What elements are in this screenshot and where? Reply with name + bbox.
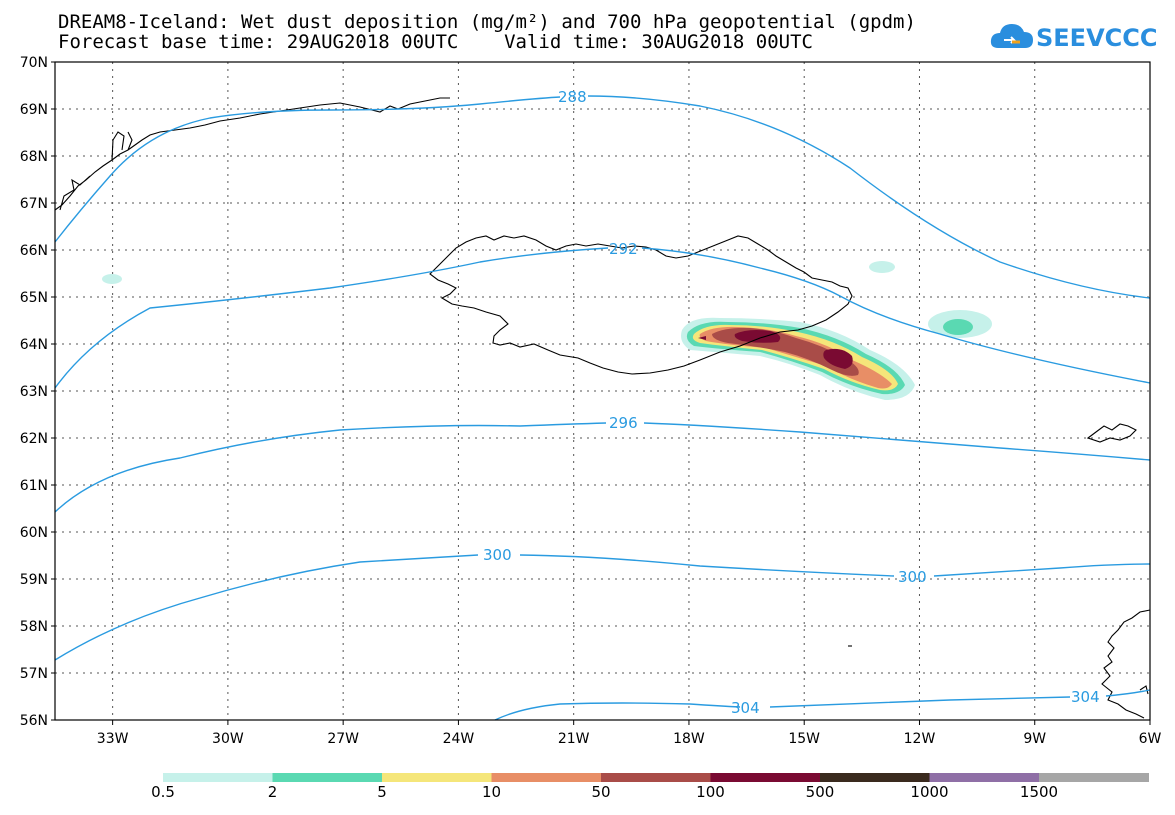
contour-300a [54, 554, 895, 661]
lat-tick-label: 57N [20, 666, 48, 682]
contour-label: 300 [898, 568, 927, 586]
cloud-icon [990, 24, 1033, 48]
contour-300b [933, 563, 1151, 577]
lat-tick-label: 66N [20, 243, 48, 259]
lon-tick-label: 27W [327, 731, 359, 747]
lat-tick-label: 58N [20, 619, 48, 635]
lon-tick-label: 12W [904, 731, 936, 747]
legend-label: 0.5 [151, 783, 175, 801]
greenland-coast [54, 97, 450, 211]
contour-label: 304 [731, 699, 760, 717]
gridlines [55, 62, 1150, 720]
lat-tick-label: 64N [20, 337, 48, 353]
legend-swatch [382, 773, 492, 782]
legend-swatch [710, 773, 821, 782]
coastlines [54, 97, 1151, 719]
lon-tick-label: 24W [443, 731, 475, 747]
lon-tick-label: 21W [558, 731, 590, 747]
lat-tick-label: 68N [20, 149, 48, 165]
geopotential-contours [54, 95, 1151, 721]
dust-deposition-field [102, 261, 992, 400]
lat-tick-label: 65N [20, 290, 48, 306]
seevccc-logo: SEEVCCC [988, 18, 1158, 58]
contour-288 [54, 95, 1151, 299]
contour-label: 304 [1071, 688, 1100, 706]
lat-tick-label: 67N [20, 196, 48, 212]
lat-tick-label: 70N [20, 55, 48, 71]
legend-label: 10 [482, 783, 501, 801]
faroe-coast [1086, 423, 1137, 443]
legend-label: 500 [806, 783, 835, 801]
scotland-coast [1101, 609, 1151, 719]
lon-tick-label: 9W [1023, 731, 1046, 747]
longitude-labels: 33W 30W 27W 24W 21W 18W 15W 12W 9W 6W [97, 720, 1162, 747]
lon-tick-label: 15W [788, 731, 820, 747]
contour-label: 288 [558, 88, 587, 106]
contour-label: 300 [483, 546, 512, 564]
lat-tick-label: 69N [20, 102, 48, 118]
lat-tick-label: 63N [20, 384, 48, 400]
legend-label: 5 [377, 783, 387, 801]
lon-tick-label: 33W [97, 731, 129, 747]
lat-tick-label: 62N [20, 431, 48, 447]
logo-text: SEEVCCC [1036, 24, 1158, 52]
legend-swatch [820, 773, 930, 782]
legend-swatch [929, 773, 1040, 782]
contour-edge [55, 180, 79, 300]
contour-304a [494, 696, 1071, 721]
contour-labels: 288 292 296 300 300 304 304 [483, 88, 1100, 717]
legend-swatch [601, 773, 711, 782]
chart-title: DREAM8-Iceland: Wet dust deposition (mg/… [58, 11, 916, 33]
legend-swatch [163, 773, 273, 782]
legend-label: 1500 [1020, 783, 1058, 801]
chart-subtitle: Forecast base time: 29AUG2018 00UTC Vali… [58, 31, 813, 53]
legend-label: 2 [268, 783, 278, 801]
contour-296 [54, 422, 1151, 513]
contour-label: 292 [609, 240, 638, 258]
lat-tick-label: 56N [20, 713, 48, 729]
contour-292 [54, 247, 1151, 389]
contour-304b [1105, 689, 1151, 697]
lon-tick-label: 6W [1139, 731, 1162, 747]
legend-swatch [1039, 773, 1149, 782]
legend-label: 50 [591, 783, 610, 801]
contour-label: 296 [609, 414, 638, 432]
legend-label: 100 [696, 783, 725, 801]
lat-tick-label: 60N [20, 525, 48, 541]
iceland-coast [429, 235, 853, 375]
color-legend: 0.5 2 5 10 50 100 500 1000 1500 [151, 773, 1149, 801]
latitude-labels: 70N 69N 68N 67N 66N 65N 64N 63N 62N 61N 60N 59N 58N 5… [20, 55, 55, 729]
lon-tick-label: 18W [673, 731, 705, 747]
legend-swatch [272, 773, 383, 782]
lon-tick-label: 30W [212, 731, 244, 747]
lat-tick-label: 59N [20, 572, 48, 588]
legend-label: 1000 [910, 783, 948, 801]
lat-tick-label: 61N [20, 478, 48, 494]
legend-swatch [491, 773, 602, 782]
